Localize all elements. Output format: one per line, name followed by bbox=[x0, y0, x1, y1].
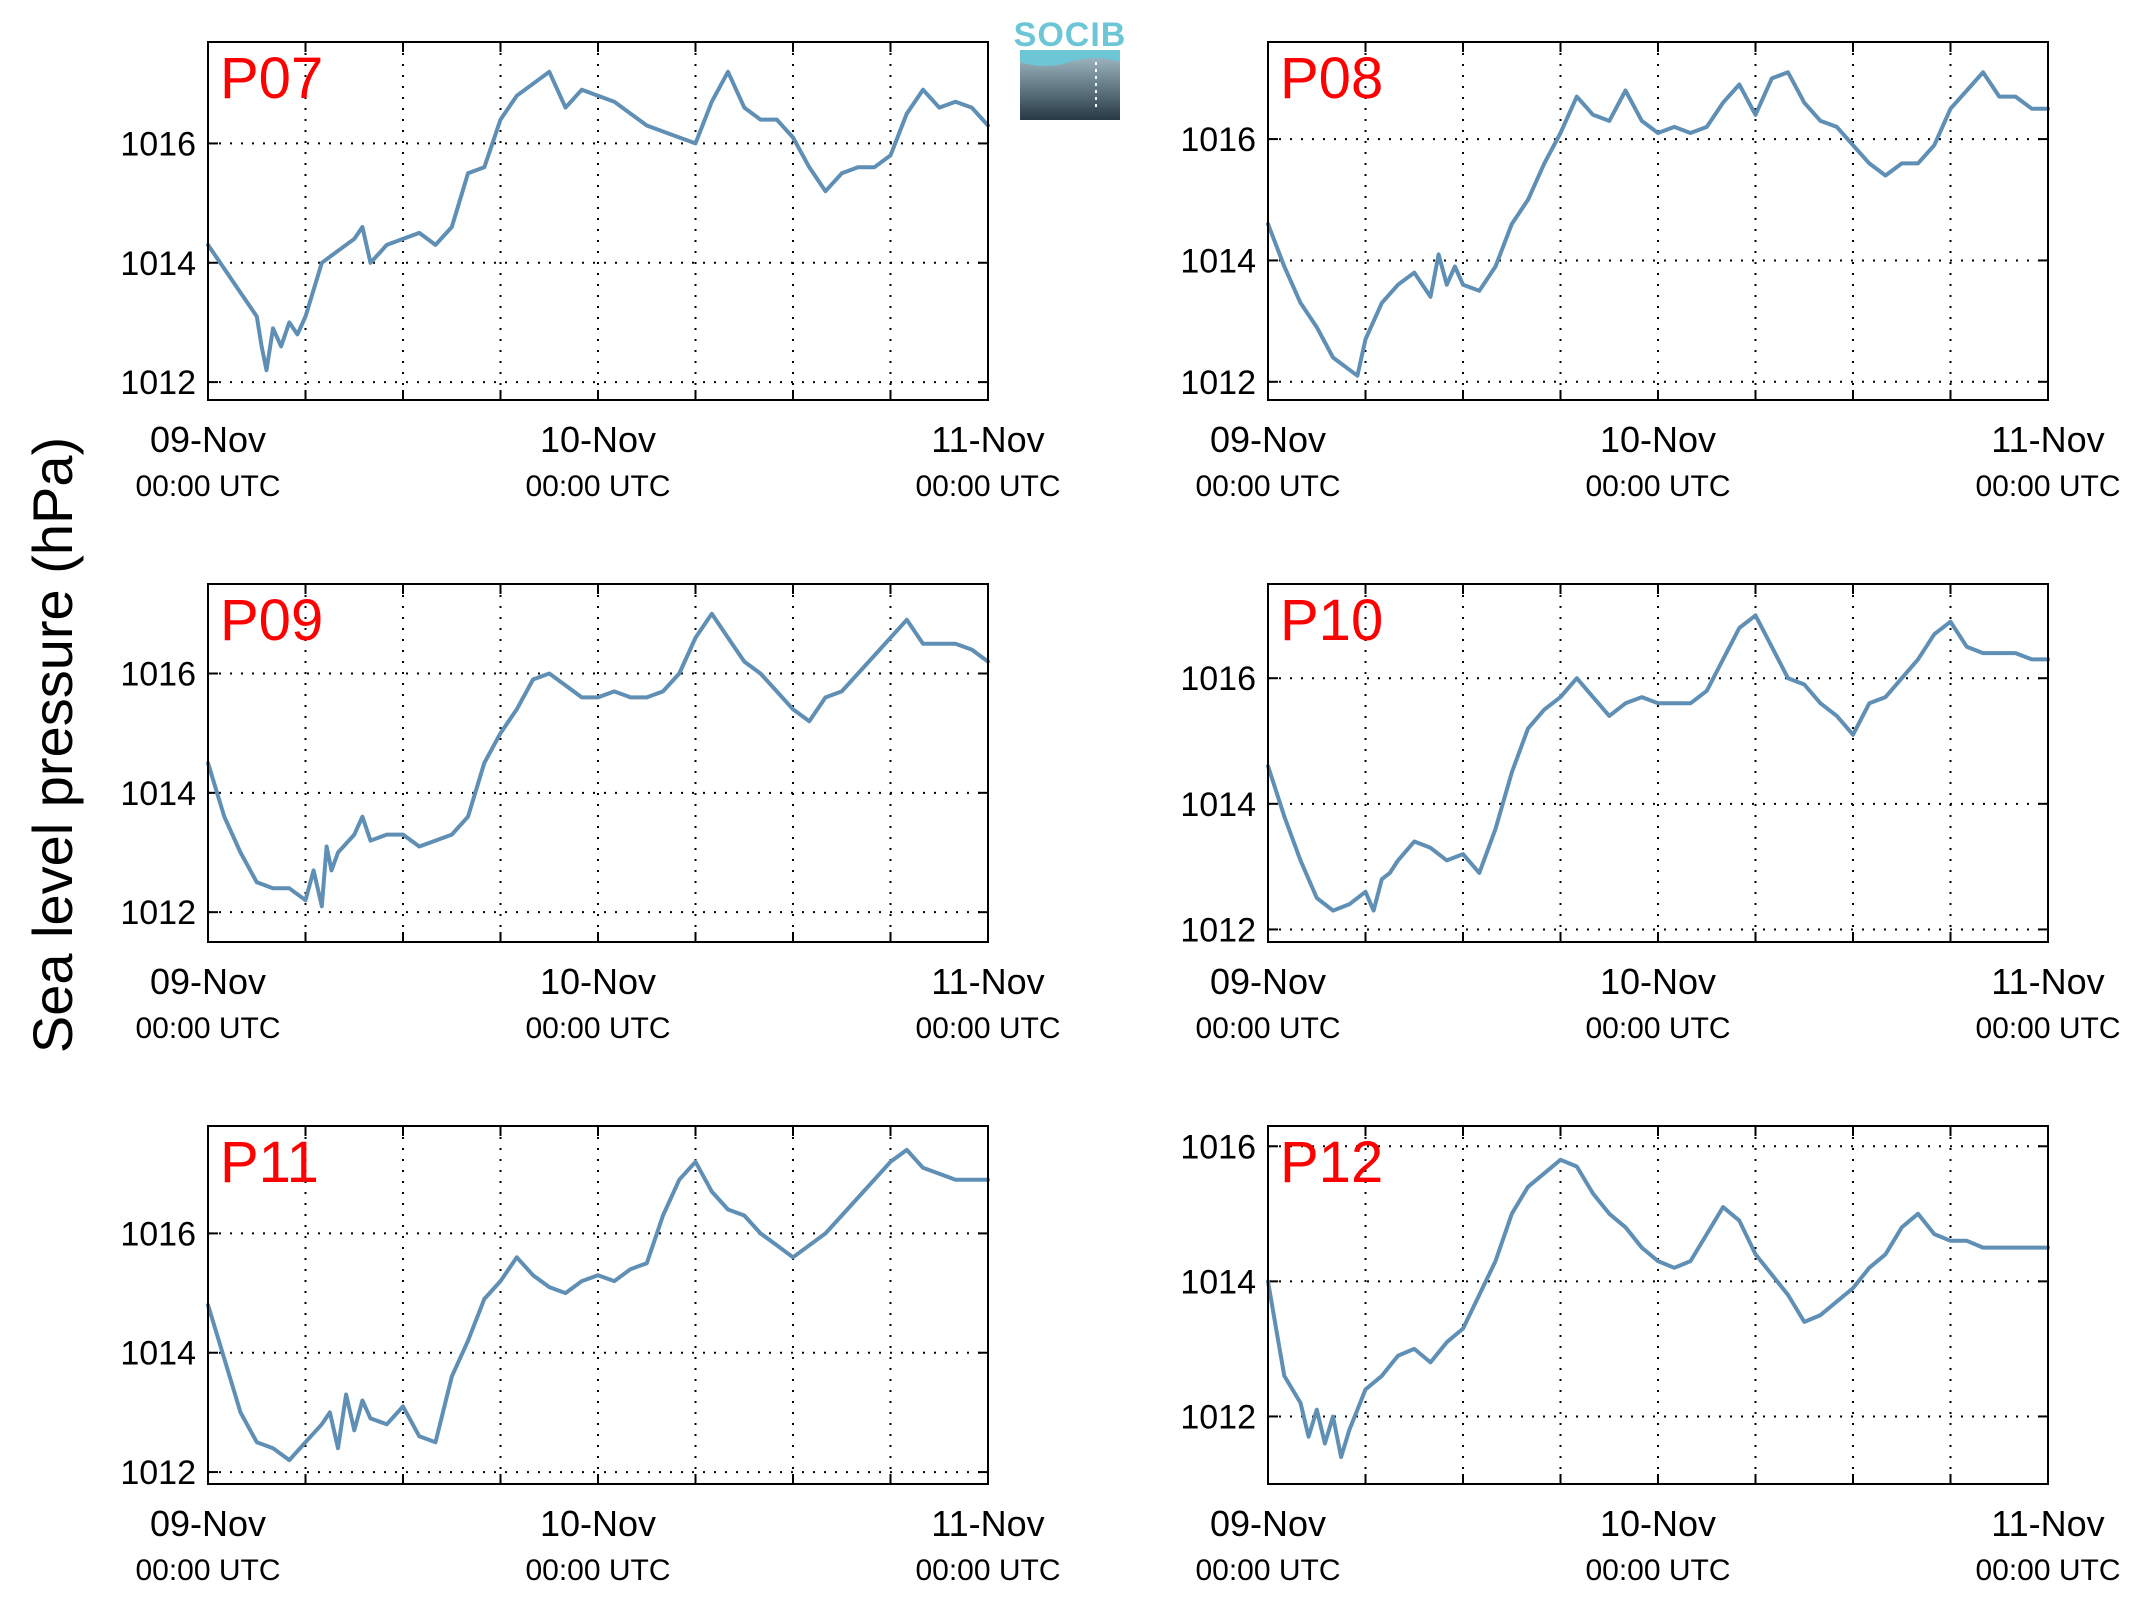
y-tick-label: 1014 bbox=[120, 775, 196, 813]
y-tick-label: 1016 bbox=[1180, 121, 1256, 159]
series-line-p10 bbox=[1266, 613, 2050, 913]
y-tick-label: 1014 bbox=[120, 1335, 196, 1373]
panel-p07: 1012 1014 1016 09-Nov 00:00 UTC 10-Nov 00:00 U… bbox=[120, 41, 1061, 503]
x-tick-date-label: 10-Nov bbox=[1600, 419, 1716, 460]
y-tick-label: 1016 bbox=[120, 656, 196, 694]
y-tick-label: 1014 bbox=[120, 245, 196, 283]
x-tick-time-label: 00:00 UTC bbox=[135, 1012, 280, 1045]
panel-p10: 1012 1014 1016 09-Nov 00:00 UTC 10-Nov 00:00 U… bbox=[1180, 583, 2121, 1045]
x-tick-date-label: 09-Nov bbox=[1210, 419, 1326, 460]
y-tick-label: 1016 bbox=[120, 125, 196, 163]
x-tick-date-label: 10-Nov bbox=[540, 419, 656, 460]
y-tick-label: 1016 bbox=[120, 1215, 196, 1253]
x-tick-date-label: 10-Nov bbox=[1600, 1503, 1716, 1544]
logo-wave bbox=[1020, 50, 1120, 66]
panel-label: P12 bbox=[1280, 1130, 1383, 1195]
y-tick-label: 1012 bbox=[1180, 1398, 1256, 1436]
x-tick-time-label: 00:00 UTC bbox=[1195, 470, 1340, 503]
x-tick-time-label: 00:00 UTC bbox=[135, 470, 280, 503]
panel-p12: 1012 1014 1016 09-Nov 00:00 UTC 10-Nov 00:00 U… bbox=[1180, 1125, 2121, 1587]
panel-label: P11 bbox=[220, 1130, 319, 1195]
plot-frame bbox=[1267, 41, 2049, 401]
x-tick-time-label: 00:00 UTC bbox=[1975, 1012, 2120, 1045]
plot-frame bbox=[207, 41, 989, 401]
series-line-p08 bbox=[1266, 70, 2050, 378]
x-tick-time-label: 00:00 UTC bbox=[525, 470, 670, 503]
x-tick-time-label: 00:00 UTC bbox=[915, 1554, 1060, 1587]
x-tick-time-label: 00:00 UTC bbox=[135, 1554, 280, 1587]
x-tick-date-label: 09-Nov bbox=[150, 419, 266, 460]
plot-frame bbox=[1267, 583, 2049, 943]
x-tick-date-label: 11-Nov bbox=[931, 1503, 1044, 1544]
panel-label: P07 bbox=[220, 46, 323, 111]
panel-p11: 1012 1014 1016 09-Nov 00:00 UTC 10-Nov 00:00 U… bbox=[120, 1125, 1061, 1587]
x-tick-date-label: 10-Nov bbox=[540, 961, 656, 1002]
series-line-p11 bbox=[206, 1147, 990, 1463]
socib-logo: SOCIB bbox=[1014, 16, 1127, 120]
panel-label: P09 bbox=[220, 588, 323, 653]
y-tick-label: 1014 bbox=[1180, 242, 1256, 280]
x-tick-time-label: 00:00 UTC bbox=[1195, 1012, 1340, 1045]
y-tick-label: 1014 bbox=[1180, 1263, 1256, 1301]
y-tick-label: 1014 bbox=[1180, 786, 1256, 824]
x-tick-date-label: 10-Nov bbox=[1600, 961, 1716, 1002]
x-tick-date-label: 10-Nov bbox=[540, 1503, 656, 1544]
x-tick-date-label: 11-Nov bbox=[931, 961, 1044, 1002]
y-tick-label: 1016 bbox=[1180, 1128, 1256, 1166]
y-tick-label: 1012 bbox=[120, 364, 196, 402]
x-tick-date-label: 11-Nov bbox=[931, 419, 1044, 460]
plot-frame bbox=[1267, 1125, 2049, 1485]
plot-frame bbox=[207, 1125, 989, 1485]
x-tick-date-label: 11-Nov bbox=[1991, 1503, 2104, 1544]
y-tick-label: 1012 bbox=[120, 894, 196, 932]
logo-text: SOCIB bbox=[1014, 16, 1127, 54]
x-tick-date-label: 09-Nov bbox=[1210, 961, 1326, 1002]
x-tick-date-label: 09-Nov bbox=[150, 1503, 266, 1544]
x-tick-time-label: 00:00 UTC bbox=[915, 470, 1060, 503]
x-tick-date-label: 09-Nov bbox=[150, 961, 266, 1002]
x-tick-date-label: 11-Nov bbox=[1991, 419, 2104, 460]
y-axis-label: Sea level pressure (hPa) bbox=[21, 437, 84, 1053]
y-tick-label: 1016 bbox=[1180, 660, 1256, 698]
panel-label: P10 bbox=[1280, 588, 1383, 653]
plot-frame bbox=[207, 583, 989, 943]
y-tick-label: 1012 bbox=[1180, 364, 1256, 402]
y-tick-label: 1012 bbox=[1180, 911, 1256, 949]
logo-gradient-block bbox=[1020, 58, 1120, 120]
y-tick-label: 1012 bbox=[120, 1454, 196, 1492]
x-tick-time-label: 00:00 UTC bbox=[1585, 470, 1730, 503]
series-line-p09 bbox=[206, 611, 990, 909]
x-tick-time-label: 00:00 UTC bbox=[525, 1554, 670, 1587]
x-tick-time-label: 00:00 UTC bbox=[1975, 470, 2120, 503]
x-tick-date-label: 11-Nov bbox=[1991, 961, 2104, 1002]
x-tick-time-label: 00:00 UTC bbox=[1585, 1554, 1730, 1587]
series-line-p12 bbox=[1266, 1157, 2050, 1459]
panel-label: P08 bbox=[1280, 46, 1383, 111]
x-tick-time-label: 00:00 UTC bbox=[915, 1012, 1060, 1045]
x-tick-time-label: 00:00 UTC bbox=[1975, 1554, 2120, 1587]
panel-p08: 1012 1014 1016 09-Nov 00:00 UTC 10-Nov 00:00 U… bbox=[1180, 41, 2121, 503]
x-tick-time-label: 00:00 UTC bbox=[525, 1012, 670, 1045]
series-line-p07 bbox=[206, 69, 990, 373]
x-tick-time-label: 00:00 UTC bbox=[1585, 1012, 1730, 1045]
x-tick-date-label: 09-Nov bbox=[1210, 1503, 1326, 1544]
panel-p09: 1012 1014 1016 09-Nov 00:00 UTC 10-Nov 00:00 U… bbox=[120, 583, 1061, 1045]
x-tick-time-label: 00:00 UTC bbox=[1195, 1554, 1340, 1587]
